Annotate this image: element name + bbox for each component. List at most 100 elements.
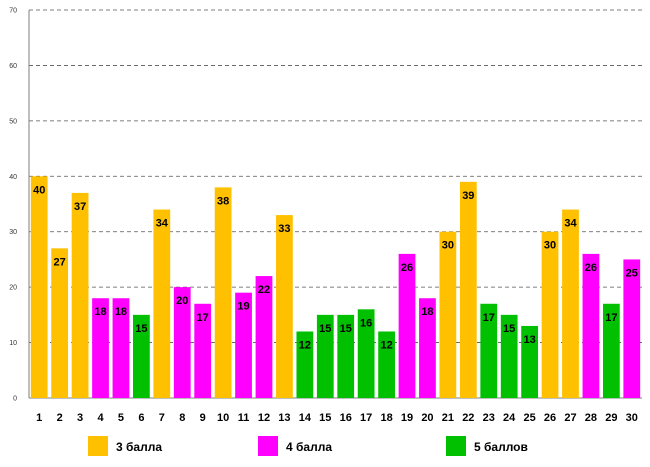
y-tick-label: 0 [13, 396, 17, 403]
data-label-5: 18 [115, 306, 127, 318]
bar-11 [235, 292, 252, 398]
bar-13 [276, 215, 293, 398]
x-tick-label-13: 13 [278, 412, 290, 424]
y-tick-label: 70 [9, 8, 17, 15]
data-label-7: 34 [156, 218, 169, 230]
x-tick-label-16: 16 [340, 412, 352, 424]
data-label-12: 22 [258, 284, 270, 296]
data-label-17: 16 [360, 317, 372, 329]
data-label-14: 12 [299, 339, 311, 351]
bar-20 [419, 298, 436, 398]
x-tick-label-23: 23 [483, 412, 495, 424]
data-label-8: 20 [176, 295, 188, 307]
bar-3 [71, 192, 89, 398]
bar-17 [357, 309, 375, 398]
bar-9 [194, 303, 212, 398]
bar-29 [602, 303, 620, 398]
x-tick-label-25: 25 [523, 412, 535, 424]
data-label-29: 17 [605, 312, 617, 324]
x-tick-label-12: 12 [258, 412, 270, 424]
x-tick-label-20: 20 [421, 412, 433, 424]
x-tick-label-14: 14 [299, 412, 312, 424]
x-tick-label-2: 2 [57, 412, 63, 424]
legend-swatch-3 [88, 436, 108, 456]
data-label-23: 17 [483, 312, 495, 324]
x-tick-label-4: 4 [97, 412, 104, 424]
data-label-19: 26 [401, 262, 413, 274]
y-tick-label: 10 [9, 340, 17, 347]
data-labels: 40 27 37 18 18 15 34 20 17 38 19 22 33 12 15 15 16 12 26 18… [33, 184, 638, 351]
x-tick-label-28: 28 [585, 412, 597, 424]
x-tick-label-22: 22 [462, 412, 474, 424]
data-label-24: 15 [503, 323, 515, 335]
data-label-20: 18 [421, 306, 433, 318]
legend-label-3: 3 балла [116, 440, 162, 454]
legend-swatch-4 [258, 436, 278, 456]
x-tick-label-21: 21 [442, 412, 454, 424]
data-label-3: 37 [74, 201, 86, 213]
y-tick-label: 30 [9, 229, 17, 236]
legend-label-5: 5 баллов [474, 440, 528, 454]
data-label-28: 26 [585, 262, 597, 274]
x-tick-label-27: 27 [564, 412, 576, 424]
data-label-30: 25 [626, 267, 638, 279]
bar-16 [337, 314, 355, 398]
data-label-9: 17 [197, 312, 209, 324]
bar-4 [92, 298, 109, 398]
legend-label-4: 4 балла [286, 440, 332, 454]
y-tick-label: 50 [9, 118, 17, 125]
bar-7 [153, 209, 171, 398]
bar-2 [51, 248, 69, 398]
bar-21 [439, 231, 457, 398]
x-tick-label-26: 26 [544, 412, 556, 424]
x-tick-label-11: 11 [238, 412, 250, 424]
bar-10 [214, 187, 232, 398]
data-label-22: 39 [462, 190, 474, 202]
bar-5 [112, 298, 130, 398]
bar-19 [398, 253, 416, 398]
x-tick-labels: 1 2 3 4 5 6 7 8 9 10 11 12 13 14 15 16 17 18 19 20 21 22 23 24 2… [36, 412, 638, 424]
bar-25 [521, 325, 538, 398]
data-label-11: 19 [237, 301, 249, 313]
y-tick-label: 40 [9, 174, 17, 181]
x-tick-label-7: 7 [159, 412, 165, 424]
data-label-16: 15 [340, 323, 352, 335]
bar-23 [480, 303, 498, 398]
bar-24 [500, 314, 518, 398]
x-tick-label-19: 19 [401, 412, 413, 424]
legend: 3 балла 4 балла 5 баллов [88, 436, 528, 456]
x-tick-label-6: 6 [138, 412, 144, 424]
data-label-4: 18 [94, 306, 106, 318]
bar-22 [459, 181, 477, 398]
axes [28, 10, 642, 399]
data-label-10: 38 [217, 195, 229, 207]
bar-1 [30, 176, 48, 398]
x-tick-label-1: 1 [36, 412, 42, 424]
x-tick-label-3: 3 [77, 412, 83, 424]
x-tick-label-9: 9 [200, 412, 206, 424]
y-tick-label: 20 [9, 285, 17, 292]
bar-14 [296, 331, 314, 398]
x-tick-label-18: 18 [380, 412, 392, 424]
data-label-25: 13 [523, 334, 535, 346]
bar-6 [133, 314, 150, 398]
bar-12 [255, 276, 273, 398]
x-tick-label-5: 5 [118, 412, 124, 424]
y-tick-label: 60 [9, 63, 17, 70]
y-tick-labels: 0 10 20 30 40 50 60 70 [9, 8, 17, 403]
data-label-2: 27 [54, 256, 66, 268]
data-label-21: 30 [442, 240, 454, 252]
bar-8 [173, 287, 191, 398]
bar-27 [562, 209, 579, 398]
bar-26 [541, 231, 559, 398]
data-label-6: 15 [135, 323, 147, 335]
bar-18 [378, 331, 395, 398]
data-label-27: 34 [564, 218, 577, 230]
data-label-18: 12 [380, 339, 392, 351]
data-label-26: 30 [544, 240, 556, 252]
bar-28 [582, 253, 600, 398]
x-tick-label-17: 17 [360, 412, 372, 424]
bar-30 [623, 259, 641, 398]
data-label-15: 15 [319, 323, 331, 335]
